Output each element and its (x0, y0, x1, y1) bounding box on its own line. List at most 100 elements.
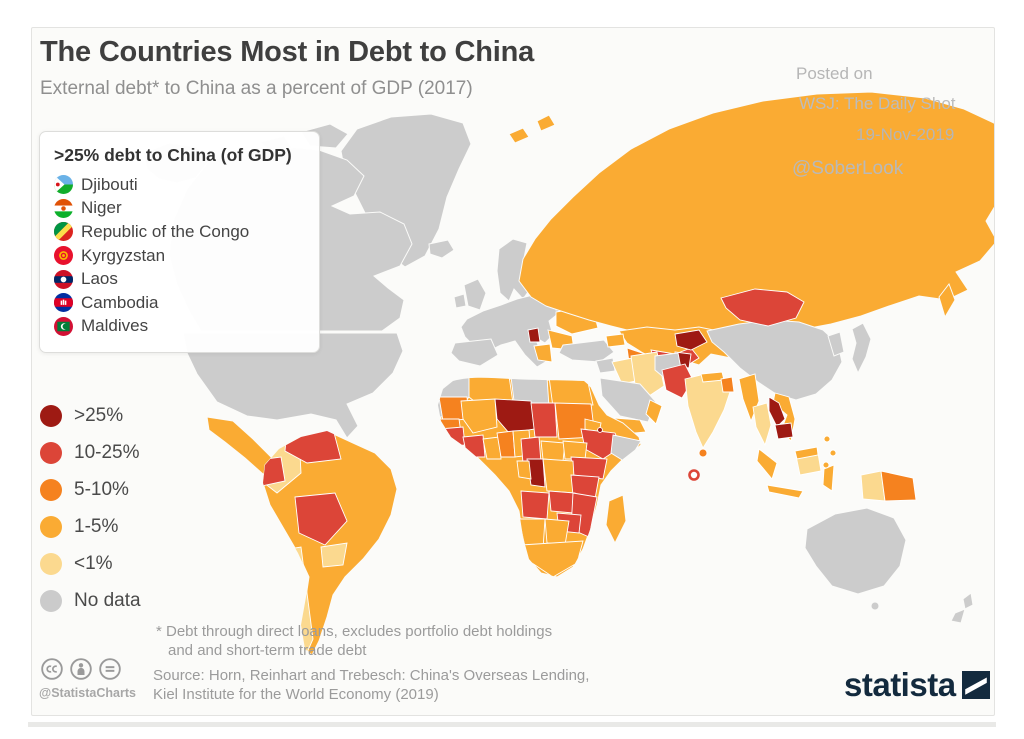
source-line1: Source: Horn, Reinhart and Trebesch: Chi… (153, 667, 590, 684)
color-legend: >25% 10-25% 5-10% 1-5% <1% No data (40, 397, 141, 619)
map-region-philippines (822, 435, 837, 469)
legend-swatch-10-25 (40, 441, 62, 464)
legend-label: 5-10% (74, 478, 129, 500)
laos-flag-icon (54, 269, 73, 289)
map-region-balkans (527, 327, 541, 343)
posted-on-label: Posted on (796, 64, 873, 83)
list-item-niger: Niger (54, 197, 319, 221)
map-region-cambodia (774, 422, 794, 440)
map-region-south-sudan (562, 440, 588, 460)
legend-swatch-5-10 (40, 478, 62, 501)
legend-item-5-10: 5-10% (40, 471, 141, 508)
legend-label: <1% (74, 552, 113, 574)
map-region-arctic-russian-islands (508, 114, 556, 144)
legend-label: >25% (74, 404, 124, 426)
country-label: Republic of the Congo (81, 221, 250, 241)
map-region-australia (804, 507, 907, 595)
statista-logo: statista (844, 666, 990, 704)
map-region-central-african-republic (540, 440, 566, 462)
soberlook-handle: @SoberLook (792, 158, 904, 179)
infographic-card: The Countries Most in Debt to China Exte… (31, 27, 995, 716)
map-region-new-zealand (950, 592, 974, 624)
country-label: Maldives (81, 316, 149, 336)
map-region-iberia (450, 338, 499, 367)
legend-item-lt1: <1% (40, 545, 141, 582)
map-region-borneo-north (794, 446, 819, 460)
map-region-bolivia (294, 492, 348, 546)
posted-date: 19-Nov-2019 (856, 125, 955, 144)
creative-commons-icons (40, 657, 122, 681)
map-marker-maldives (688, 469, 700, 481)
list-item-republic-of-the-congo: Republic of the Congo (54, 220, 319, 244)
map-region-dr-congo (542, 458, 576, 494)
map-region-sulawesi (822, 464, 835, 492)
country-label: Laos (81, 269, 118, 289)
map-region-oman (645, 399, 663, 425)
legend-swatch-lt1 (40, 552, 62, 575)
footnote: * Debt through direct loans, excludes po… (156, 622, 552, 660)
source-line2: Kiel Institute for the World Economy (20… (153, 686, 439, 703)
source-note: Source: Horn, Reinhart and Trebesch: Chi… (153, 666, 589, 704)
country-label: Niger (81, 198, 122, 218)
page-bottom-divider (28, 722, 996, 727)
map-region-syria (595, 357, 616, 374)
map-region-ghana (482, 436, 502, 460)
legend-item-gt25: >25% (40, 397, 141, 434)
map-region-mongolia (720, 288, 805, 327)
list-item-maldives: Maldives (54, 315, 319, 339)
cc-attribution-icon (70, 658, 92, 680)
legend-label: No data (74, 589, 141, 611)
page-title: The Countries Most in Debt to China (40, 36, 535, 68)
footnote-line1: * Debt through direct loans, excludes po… (156, 623, 553, 640)
map-region-angola (520, 490, 550, 520)
statista-charts-handle: @StatistaCharts (39, 686, 136, 700)
map-region-iceland (428, 239, 455, 259)
map-region-chad (530, 402, 558, 438)
map-region-korea (827, 331, 845, 357)
legend-swatch-1-5 (40, 515, 62, 538)
country-label: Kyrgyzstan (81, 245, 166, 265)
map-region-mali (460, 398, 498, 434)
footnote-line2: and and short-term trade debt (168, 642, 367, 659)
map-region-saudi-arabia (599, 377, 657, 423)
map-region-nepal (700, 371, 725, 383)
map-region-south-africa (520, 540, 584, 577)
list-item-djibouti: Djibouti (54, 173, 319, 197)
map-region-gabon (516, 460, 532, 480)
djibouti-flag-icon (54, 175, 73, 195)
legend-item-10-25: 10-25% (40, 434, 141, 471)
country-label: Cambodia (81, 292, 159, 312)
map-region-south-america (262, 430, 398, 656)
maldives-flag-icon (54, 316, 73, 336)
posted-outlet-label: WSJ: The Daily Shot (799, 94, 956, 113)
cambodia-flag-icon (54, 293, 73, 313)
map-region-ireland (453, 293, 467, 309)
statista-logo-icon (961, 671, 990, 699)
map-region-madagascar (605, 494, 627, 545)
map-region-sakhalin (938, 282, 956, 319)
over25-callout-box: >25% debt to China (of GDP) Djibouti Nig… (39, 131, 320, 353)
map-region-thailand (752, 402, 772, 447)
list-item-cambodia: Cambodia (54, 291, 319, 315)
cc-license-icon (41, 658, 63, 680)
map-region-sri-lanka (698, 448, 708, 458)
page-subtitle: External debt* to China as a percent of … (40, 78, 473, 99)
callout-heading: >25% debt to China (of GDP) (54, 145, 292, 165)
map-region-ivory-coast (462, 434, 486, 458)
map-region-ecuador (263, 456, 286, 488)
map-region-kyrgyzstan (674, 329, 708, 351)
map-region-zambia (548, 490, 576, 514)
kyrgyzstan-flag-icon (54, 246, 73, 266)
map-region-paraguay (320, 542, 348, 568)
map-region-uk (463, 278, 487, 311)
legend-item-no-data: No data (40, 582, 141, 619)
map-region-caucasus (605, 333, 626, 348)
list-item-laos: Laos (54, 267, 319, 291)
map-region-greece (533, 343, 553, 363)
legend-label: 10-25% (74, 441, 140, 463)
map-region-egypt (548, 377, 594, 408)
map-region-tasmania (870, 601, 880, 611)
map-region-sumatra (756, 448, 778, 480)
legend-label: 1-5% (74, 515, 119, 537)
